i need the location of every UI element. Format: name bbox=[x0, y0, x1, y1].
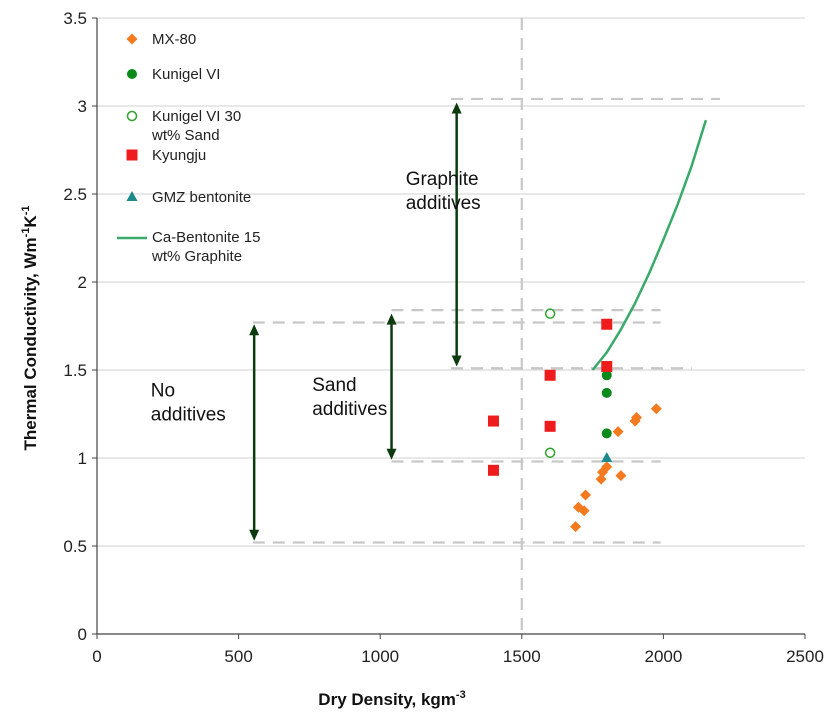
legend-entry: MX-80 bbox=[152, 31, 196, 48]
data-series bbox=[487, 119, 708, 533]
x-tick-label: 2500 bbox=[786, 647, 824, 666]
arrow-head-down bbox=[451, 355, 462, 367]
data-point bbox=[601, 387, 612, 398]
data-point bbox=[578, 505, 590, 517]
y-tick-label: 0 bbox=[78, 625, 87, 644]
legend-swatch bbox=[126, 33, 138, 45]
arrow-head-up bbox=[451, 102, 462, 114]
annotation-graphite: Graphite additives bbox=[406, 169, 481, 214]
data-point bbox=[544, 447, 556, 458]
x-tick-label: 0 bbox=[92, 647, 101, 666]
x-tick-label: 2000 bbox=[644, 647, 682, 666]
y-axis-title: Thermal Conductivity, Wm-1K-1 bbox=[20, 206, 40, 451]
annotation-sand: Sand additives bbox=[312, 375, 387, 420]
legend-swatch bbox=[127, 69, 137, 79]
arrow-head-down bbox=[249, 529, 260, 541]
x-tick-label: 1500 bbox=[503, 647, 541, 666]
annotation-none: No additives bbox=[151, 380, 226, 425]
data-point bbox=[544, 308, 556, 319]
data-point bbox=[612, 426, 624, 438]
series-line-graphite bbox=[591, 119, 708, 371]
legend-entry: Kunigel VI bbox=[152, 66, 220, 83]
x-tick-label: 1000 bbox=[361, 647, 399, 666]
legend-swatch bbox=[126, 110, 138, 122]
x-tick-label: 500 bbox=[224, 647, 252, 666]
y-tick-label: 1 bbox=[78, 449, 87, 468]
data-point bbox=[601, 360, 613, 372]
data-point bbox=[580, 489, 592, 501]
y-tick-label: 2.5 bbox=[63, 185, 87, 204]
annotations: Graphite additives Sand additives No additive… bbox=[151, 102, 481, 541]
data-point bbox=[615, 470, 627, 482]
y-tick-label: 1.5 bbox=[63, 361, 87, 380]
data-point bbox=[544, 420, 556, 432]
axes: 0 0.5 1 1.5 2 2.5 3 3.5 0 500 1000 1500 2000 2500 bbox=[63, 9, 824, 666]
legend-entry: Ca-Bentonite 15 wt% Graphite bbox=[151, 229, 260, 265]
data-point bbox=[595, 473, 607, 485]
legend-entry: Kyungju bbox=[152, 147, 206, 164]
legend-swatch bbox=[126, 191, 138, 201]
data-point bbox=[650, 403, 662, 415]
legend-entry: GMZ bentonite bbox=[152, 189, 251, 206]
arrow-head-up bbox=[249, 324, 260, 336]
arrow-head-down bbox=[386, 448, 397, 460]
y-tick-label: 3.5 bbox=[63, 9, 87, 28]
gridlines bbox=[97, 17, 805, 547]
data-point bbox=[630, 412, 642, 424]
y-tick-label: 2 bbox=[78, 273, 87, 292]
arrow-head-up bbox=[386, 313, 397, 325]
data-point bbox=[601, 370, 612, 381]
data-point bbox=[544, 369, 556, 381]
legend-entry: Kunigel VI 30 wt% Sand bbox=[151, 108, 241, 144]
y-tick-label: 0.5 bbox=[63, 537, 87, 556]
data-point bbox=[601, 452, 613, 462]
legend-swatch bbox=[126, 149, 138, 161]
data-point bbox=[572, 501, 584, 513]
legend: MX-80 Kunigel VI Kunigel VI 30 wt% Sand Kyun… bbox=[117, 31, 260, 265]
reference-lines bbox=[252, 18, 721, 634]
data-point bbox=[487, 415, 499, 427]
x-axis-title: Dry Density, kgm-3 bbox=[318, 689, 465, 709]
data-point bbox=[487, 464, 499, 476]
data-point bbox=[601, 428, 612, 439]
y-tick-label: 3 bbox=[78, 97, 87, 116]
data-point bbox=[601, 461, 613, 473]
data-point bbox=[601, 318, 613, 330]
data-point bbox=[570, 521, 582, 533]
